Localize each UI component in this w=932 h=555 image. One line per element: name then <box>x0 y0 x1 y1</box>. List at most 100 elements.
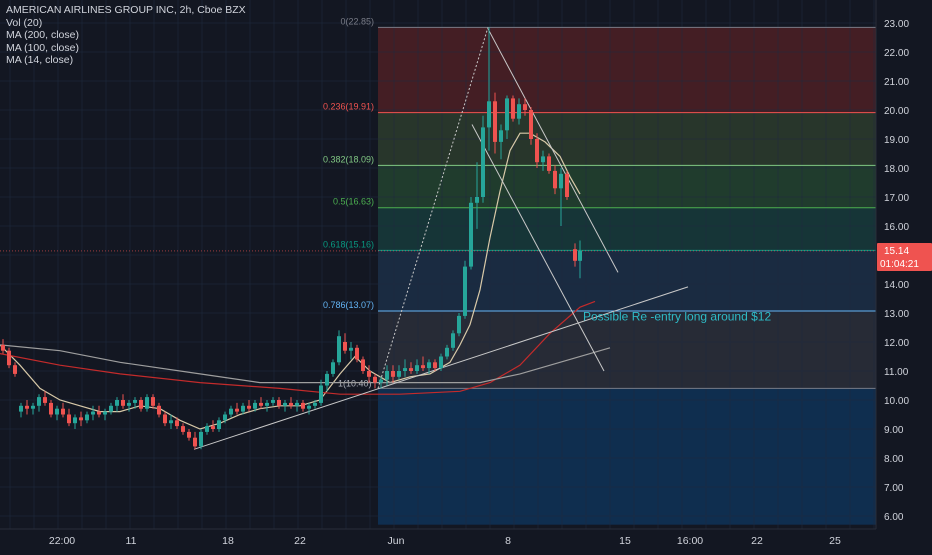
candle-body <box>37 397 41 406</box>
vol-indicator-label[interactable]: Vol (20) <box>6 16 43 29</box>
candle-body <box>217 420 221 429</box>
candle <box>271 397 275 406</box>
candle <box>67 408 71 427</box>
candle-body <box>241 405 245 412</box>
candle-body <box>457 315 461 334</box>
candle-body <box>361 359 365 371</box>
ma14-indicator-label[interactable]: MA (14, close) <box>6 54 74 66</box>
candle-body <box>385 371 389 380</box>
bar-countdown: 01:04:21 <box>880 259 919 270</box>
price-tick-label: 9.00 <box>884 425 904 436</box>
candle <box>73 414 77 429</box>
candle-body <box>235 408 239 412</box>
candle <box>481 115 485 203</box>
candle-body <box>367 371 371 377</box>
candle <box>145 394 149 412</box>
fib-level-label: 0.5(16.63) <box>333 197 374 207</box>
candle-body <box>565 173 569 197</box>
candle-body <box>169 420 173 424</box>
candle-body <box>79 417 83 421</box>
candle <box>229 405 233 418</box>
candle-body <box>19 405 23 412</box>
moving-average-line <box>0 300 596 395</box>
candle-body <box>379 379 383 383</box>
candle <box>25 400 29 415</box>
candle-body <box>151 397 155 406</box>
candle <box>445 344 449 360</box>
candle <box>295 400 299 412</box>
price-tick-label: 17.00 <box>884 193 909 204</box>
candle <box>415 359 419 374</box>
candle-body <box>541 156 545 163</box>
candle <box>578 240 582 279</box>
symbol-title[interactable]: AMERICAN AIRLINES GROUP INC, 2h, Cboe BZ… <box>6 4 246 16</box>
candle <box>499 124 503 160</box>
candle <box>427 359 431 374</box>
candle-body <box>307 405 311 409</box>
candle-body <box>43 397 47 403</box>
candle-body <box>163 414 167 424</box>
candle-body <box>499 130 503 142</box>
candle <box>79 411 83 427</box>
upper-falling-trend-line <box>487 28 619 273</box>
candle-body <box>277 400 281 406</box>
price-tick-label: 6.00 <box>884 512 904 523</box>
candle <box>421 356 425 371</box>
candle-body <box>223 414 227 421</box>
candle <box>511 95 515 122</box>
candle <box>379 376 383 389</box>
candle-body <box>331 362 335 374</box>
candle-body <box>578 250 582 261</box>
candle <box>163 411 167 427</box>
candle-body <box>229 408 233 415</box>
annotation-text: Possible Re -entry long around $12 <box>583 309 771 323</box>
candle <box>475 162 479 229</box>
candle-body <box>523 104 527 110</box>
candle-body <box>427 362 431 369</box>
candle <box>169 414 173 429</box>
candle-body <box>97 411 101 415</box>
candle-body <box>139 400 143 409</box>
candle-body <box>49 402 53 415</box>
candle <box>487 27 491 151</box>
candle <box>55 405 59 421</box>
candle <box>307 402 311 415</box>
fib-level-label: 1(10.40) <box>338 378 372 388</box>
time-tick-label: 22 <box>751 535 763 547</box>
candle-body <box>349 347 353 351</box>
fib-level-label: 0.618(15.16) <box>323 239 374 249</box>
chart-legend: AMERICAN AIRLINES GROUP INC, 2h, Cboe BZ… <box>6 4 246 67</box>
candle-body <box>445 347 449 357</box>
price-tick-label: 11.00 <box>884 367 909 378</box>
candle-body <box>511 98 515 119</box>
ma200-indicator-label[interactable]: MA (200, close) <box>6 29 79 41</box>
candle <box>457 313 461 337</box>
candle-body <box>211 426 215 429</box>
price-tick-label: 21.00 <box>884 77 909 88</box>
candle <box>367 365 371 383</box>
candle-body <box>451 333 455 348</box>
candle-body <box>181 426 185 432</box>
candle-body <box>319 385 323 403</box>
candle <box>205 423 209 435</box>
candle-body <box>85 414 89 421</box>
price-tick-label: 12.00 <box>884 338 909 349</box>
candle-body <box>343 342 347 351</box>
candle-body <box>145 397 149 409</box>
candle <box>247 400 251 412</box>
candle-body <box>547 156 551 171</box>
ma100-indicator-label[interactable]: MA (100, close) <box>6 41 79 54</box>
candle-body <box>175 420 179 427</box>
fib-level-label: 0.382(18.09) <box>323 154 374 164</box>
candle-body <box>517 104 521 119</box>
candle <box>541 150 545 171</box>
candle <box>349 342 353 360</box>
candle <box>217 417 221 432</box>
candle-body <box>67 414 71 424</box>
candle <box>31 402 35 415</box>
candle-body <box>559 173 563 189</box>
candle-body <box>391 371 395 377</box>
candle <box>361 356 365 374</box>
